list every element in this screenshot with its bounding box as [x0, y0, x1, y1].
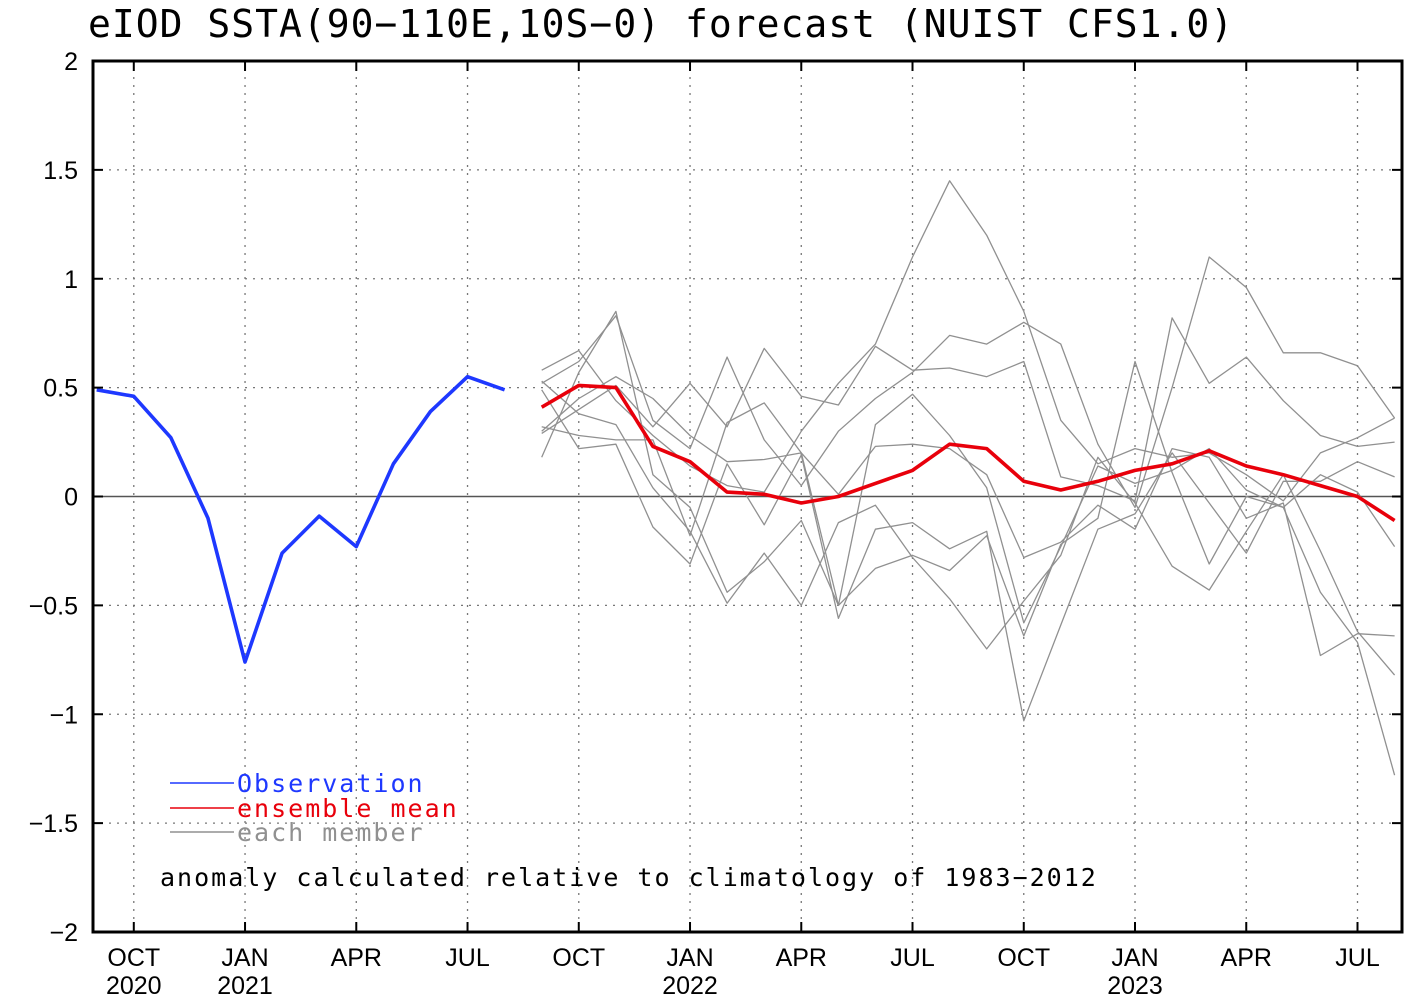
- x-tick-label: OCT: [997, 944, 1050, 972]
- x-tick-label: JAN: [1111, 944, 1158, 972]
- x-tick-year-label: 2023: [1107, 972, 1163, 997]
- y-tick-label: 0: [64, 484, 78, 512]
- x-tick-label: OCT: [107, 944, 160, 972]
- x-tick-year-label: 2022: [662, 972, 718, 997]
- y-tick-label: 1: [64, 266, 78, 294]
- y-tick-label: 1.5: [43, 157, 78, 185]
- climatology-note: anomaly calculated relative to climatolo…: [160, 863, 1098, 892]
- x-tick-label: APR: [1221, 944, 1272, 972]
- member-line: [541, 393, 1396, 624]
- member-line: [541, 376, 1395, 657]
- x-tick-label: OCT: [552, 944, 605, 972]
- x-tick-label: JUL: [445, 944, 490, 972]
- y-tick-label: −2: [49, 919, 78, 947]
- grid: [93, 61, 1402, 932]
- legend-label-each-member: each member: [237, 818, 425, 847]
- member-lines: [541, 180, 1396, 776]
- ensemble-mean-line: [540, 383, 1396, 523]
- y-tick-label: −1.5: [29, 810, 78, 838]
- observation-line: [96, 374, 506, 664]
- y-tick-label: 2: [64, 48, 78, 76]
- legend-label-ensemble-mean: ensemble mean: [237, 794, 459, 823]
- x-tick-label: JUL: [1335, 944, 1380, 972]
- member-line: [541, 389, 1395, 722]
- legend-label-observation: Observation: [237, 769, 425, 798]
- x-tick-label: JUL: [890, 944, 935, 972]
- y-tick-label: 0.5: [43, 375, 78, 403]
- y-tick-label: −0.5: [29, 592, 78, 620]
- x-tick-label: JAN: [666, 944, 713, 972]
- y-axis-ticks: 2 1.5 1 0.5 0 −0.5 −1 −1.5 −2: [29, 48, 1402, 947]
- chart-title: eIOD SSTA(90−110E,10S−0) forecast (NUIST…: [88, 2, 1234, 46]
- legend: Observation ensemble mean each member: [170, 769, 459, 847]
- member-line: [541, 380, 1396, 676]
- x-tick-label: JAN: [221, 944, 268, 972]
- member-line: [541, 310, 1396, 776]
- x-tick-label: APR: [776, 944, 827, 972]
- y-tick-label: −1: [49, 701, 78, 729]
- x-tick-year-label: 2021: [217, 972, 273, 997]
- member-line: [541, 317, 1395, 502]
- x-tick-year-label: 2020: [106, 972, 162, 997]
- member-line: [541, 256, 1396, 509]
- x-tick-label: APR: [331, 944, 382, 972]
